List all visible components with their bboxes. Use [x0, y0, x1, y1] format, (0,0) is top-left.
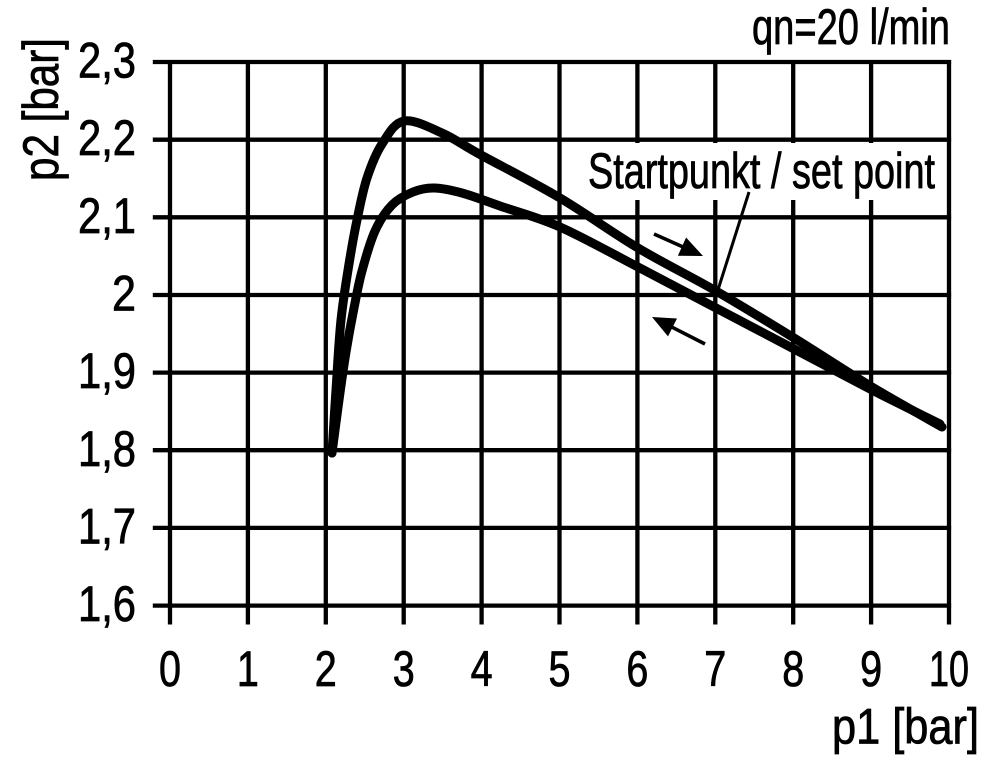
svg-text:3: 3 [393, 641, 415, 697]
svg-text:Startpunkt / set point: Startpunkt / set point [588, 143, 935, 199]
svg-text:p1 [bar]: p1 [bar] [832, 699, 979, 755]
svg-text:1,8: 1,8 [78, 421, 136, 477]
svg-text:8: 8 [782, 641, 804, 697]
svg-text:0: 0 [159, 641, 181, 697]
svg-text:qn=20 l/min: qn=20 l/min [752, 0, 950, 55]
svg-text:p2 [bar]: p2 [bar] [13, 38, 69, 181]
svg-text:2: 2 [315, 641, 337, 697]
svg-text:10: 10 [929, 641, 969, 697]
svg-text:2,3: 2,3 [78, 33, 136, 89]
svg-text:2: 2 [112, 265, 136, 321]
svg-text:1,9: 1,9 [78, 343, 136, 399]
svg-text:6: 6 [626, 641, 648, 697]
svg-text:2,1: 2,1 [78, 188, 136, 244]
svg-text:1: 1 [237, 641, 259, 697]
svg-text:1,7: 1,7 [78, 498, 136, 554]
svg-text:4: 4 [471, 641, 493, 697]
svg-text:9: 9 [860, 641, 882, 697]
svg-text:2,2: 2,2 [78, 110, 136, 166]
svg-text:1,6: 1,6 [78, 576, 136, 632]
svg-text:7: 7 [704, 641, 726, 697]
svg-text:5: 5 [549, 641, 571, 697]
